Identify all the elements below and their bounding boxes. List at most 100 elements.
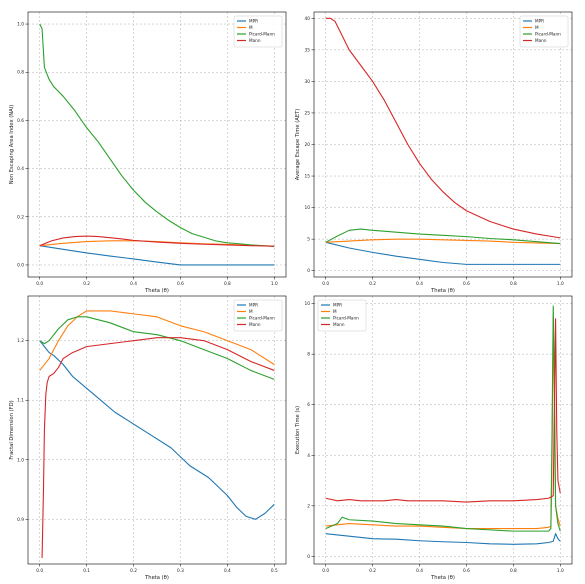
x-tick-label: 0.8 [224,281,231,287]
x-tick-label: 0.4 [416,281,423,287]
legend-label-mpr: MPR [249,303,258,308]
chart-panel-3: 0.0 0.1 0.2 0.3 0.4 0.5 0.9 1.0 1.1 1.2 Theta (θ) F… [9,295,287,581]
y-tick-label: 0.4 [17,166,24,172]
chart-panel-4: 0.0 0.2 0.4 0.6 0.8 1.0 0 2 4 6 8 10 Theta (θ) Execut… [295,295,573,581]
legend-label-mpr: MPR [249,19,258,24]
series-line-mpr [325,241,561,265]
legend-label-picard-mann: Picard-Mann [535,32,561,37]
x-axis-label: Theta (θ) [430,288,455,294]
y-tick-label: 10 [305,205,311,211]
legend-box [317,299,367,332]
legend-label-m: M [535,25,539,30]
x-tick-label: 0.5 [271,568,278,574]
x-tick-label: 0.8 [510,568,517,574]
y-tick-label: 20 [305,142,311,148]
series-line-mpr [39,340,275,520]
legend-label-mpr: MPR [535,19,544,24]
series-line-mann [41,337,275,559]
y-tick-label: 1.0 [17,22,24,28]
y-tick-label: 5 [307,237,310,243]
legend-label-picard-mann: Picard-Mann [249,32,275,37]
x-tick-label: 0.2 [369,281,376,287]
y-tick-label: 2 [307,503,310,509]
series-line-picard-mann [39,23,275,247]
series-line-m [325,238,561,245]
x-axis-label: Theta (θ) [430,575,455,581]
y-tick-label: 1.0 [17,457,24,463]
y-axis-label: Execution Time (s) [295,406,301,454]
x-tick-label: 0.6 [463,568,470,574]
x-tick-label: 0.8 [510,281,517,287]
legend-label-picard-mann: Picard-Mann [249,316,275,321]
y-tick-label: 30 [305,79,311,85]
legend-label-mann: Mann [249,38,261,43]
x-tick-label: 1.0 [271,281,278,287]
legend-label-picard-mann: Picard-Mann [333,316,359,321]
y-tick-label: 1.2 [17,338,24,344]
x-tick-label: 1.0 [557,568,564,574]
x-tick-label: 0.2 [130,568,137,574]
legend-label-mann: Mann [249,322,261,327]
legend-label-mann: Mann [333,322,345,327]
series-line-picard-mann [39,316,275,380]
series-line-mann [39,235,275,247]
y-tick-label: 4 [307,453,310,459]
y-tick-label: 1.1 [17,398,24,404]
legend-label-mann: Mann [535,38,547,43]
x-tick-label: 0.1 [83,568,90,574]
x-tick-label: 1.0 [557,281,564,287]
series-line-mann [325,17,561,239]
x-tick-label: 0.2 [369,568,376,574]
x-tick-label: 0.4 [224,568,231,574]
plot-area [28,296,286,564]
legend-box [519,15,569,48]
series-line-picard-mann [325,228,561,245]
series-line-picard-mann [325,305,561,532]
plot-area [314,296,572,564]
legend-label-m: M [249,309,253,314]
legend-box [233,15,283,48]
plot-frame [313,295,573,565]
y-tick-label: 0.8 [17,70,24,76]
y-tick-label: 8 [307,352,310,358]
y-tick-label: 0 [307,268,310,274]
chart-panel-1: 0.0 0.2 0.4 0.6 0.8 1.0 0.0 0.2 0.4 0.6 0.8 1.0 Thet… [9,11,287,294]
y-tick-label: 0.9 [17,517,24,523]
plot-frame [27,295,287,565]
y-tick-label: 10 [305,301,311,307]
legend-label-mpr: MPR [333,303,342,308]
series-line-mann [325,318,561,503]
x-tick-label: 0.4 [130,281,137,287]
y-axis-label: Fractal Dimension (FD) [9,400,15,459]
x-tick-label: 0.3 [177,568,184,574]
legend-label-m: M [333,309,337,314]
legend-label-m: M [249,25,253,30]
x-axis-label: Theta (θ) [144,575,169,581]
x-tick-label: 0.2 [83,281,90,287]
y-tick-label: 0.6 [17,118,24,124]
plot-frame [313,11,573,278]
y-tick-label: 40 [305,16,311,22]
x-tick-label: 0.0 [36,568,43,574]
legend-box [233,299,283,332]
y-tick-label: 25 [305,110,311,116]
x-tick-label: 0.6 [177,281,184,287]
chart-panel-2: 0.0 0.2 0.4 0.6 0.8 1.0 0 5 10 15 20 25 30 35 40 Theta … [295,11,573,294]
series-line-mpr [325,533,561,545]
plot-frame [27,11,287,278]
y-axis-label: Non Escaping Area Index (NAI) [9,105,15,185]
x-tick-label: 0.4 [416,568,423,574]
x-tick-label: 0.6 [463,281,470,287]
plot-area [28,12,286,277]
x-axis-label: Theta (θ) [144,288,169,294]
x-tick-label: 0.0 [322,281,329,287]
y-tick-label: 0.0 [17,262,24,268]
y-tick-label: 0.2 [17,214,24,220]
x-tick-label: 0.0 [322,568,329,574]
series-line-m [39,310,275,371]
